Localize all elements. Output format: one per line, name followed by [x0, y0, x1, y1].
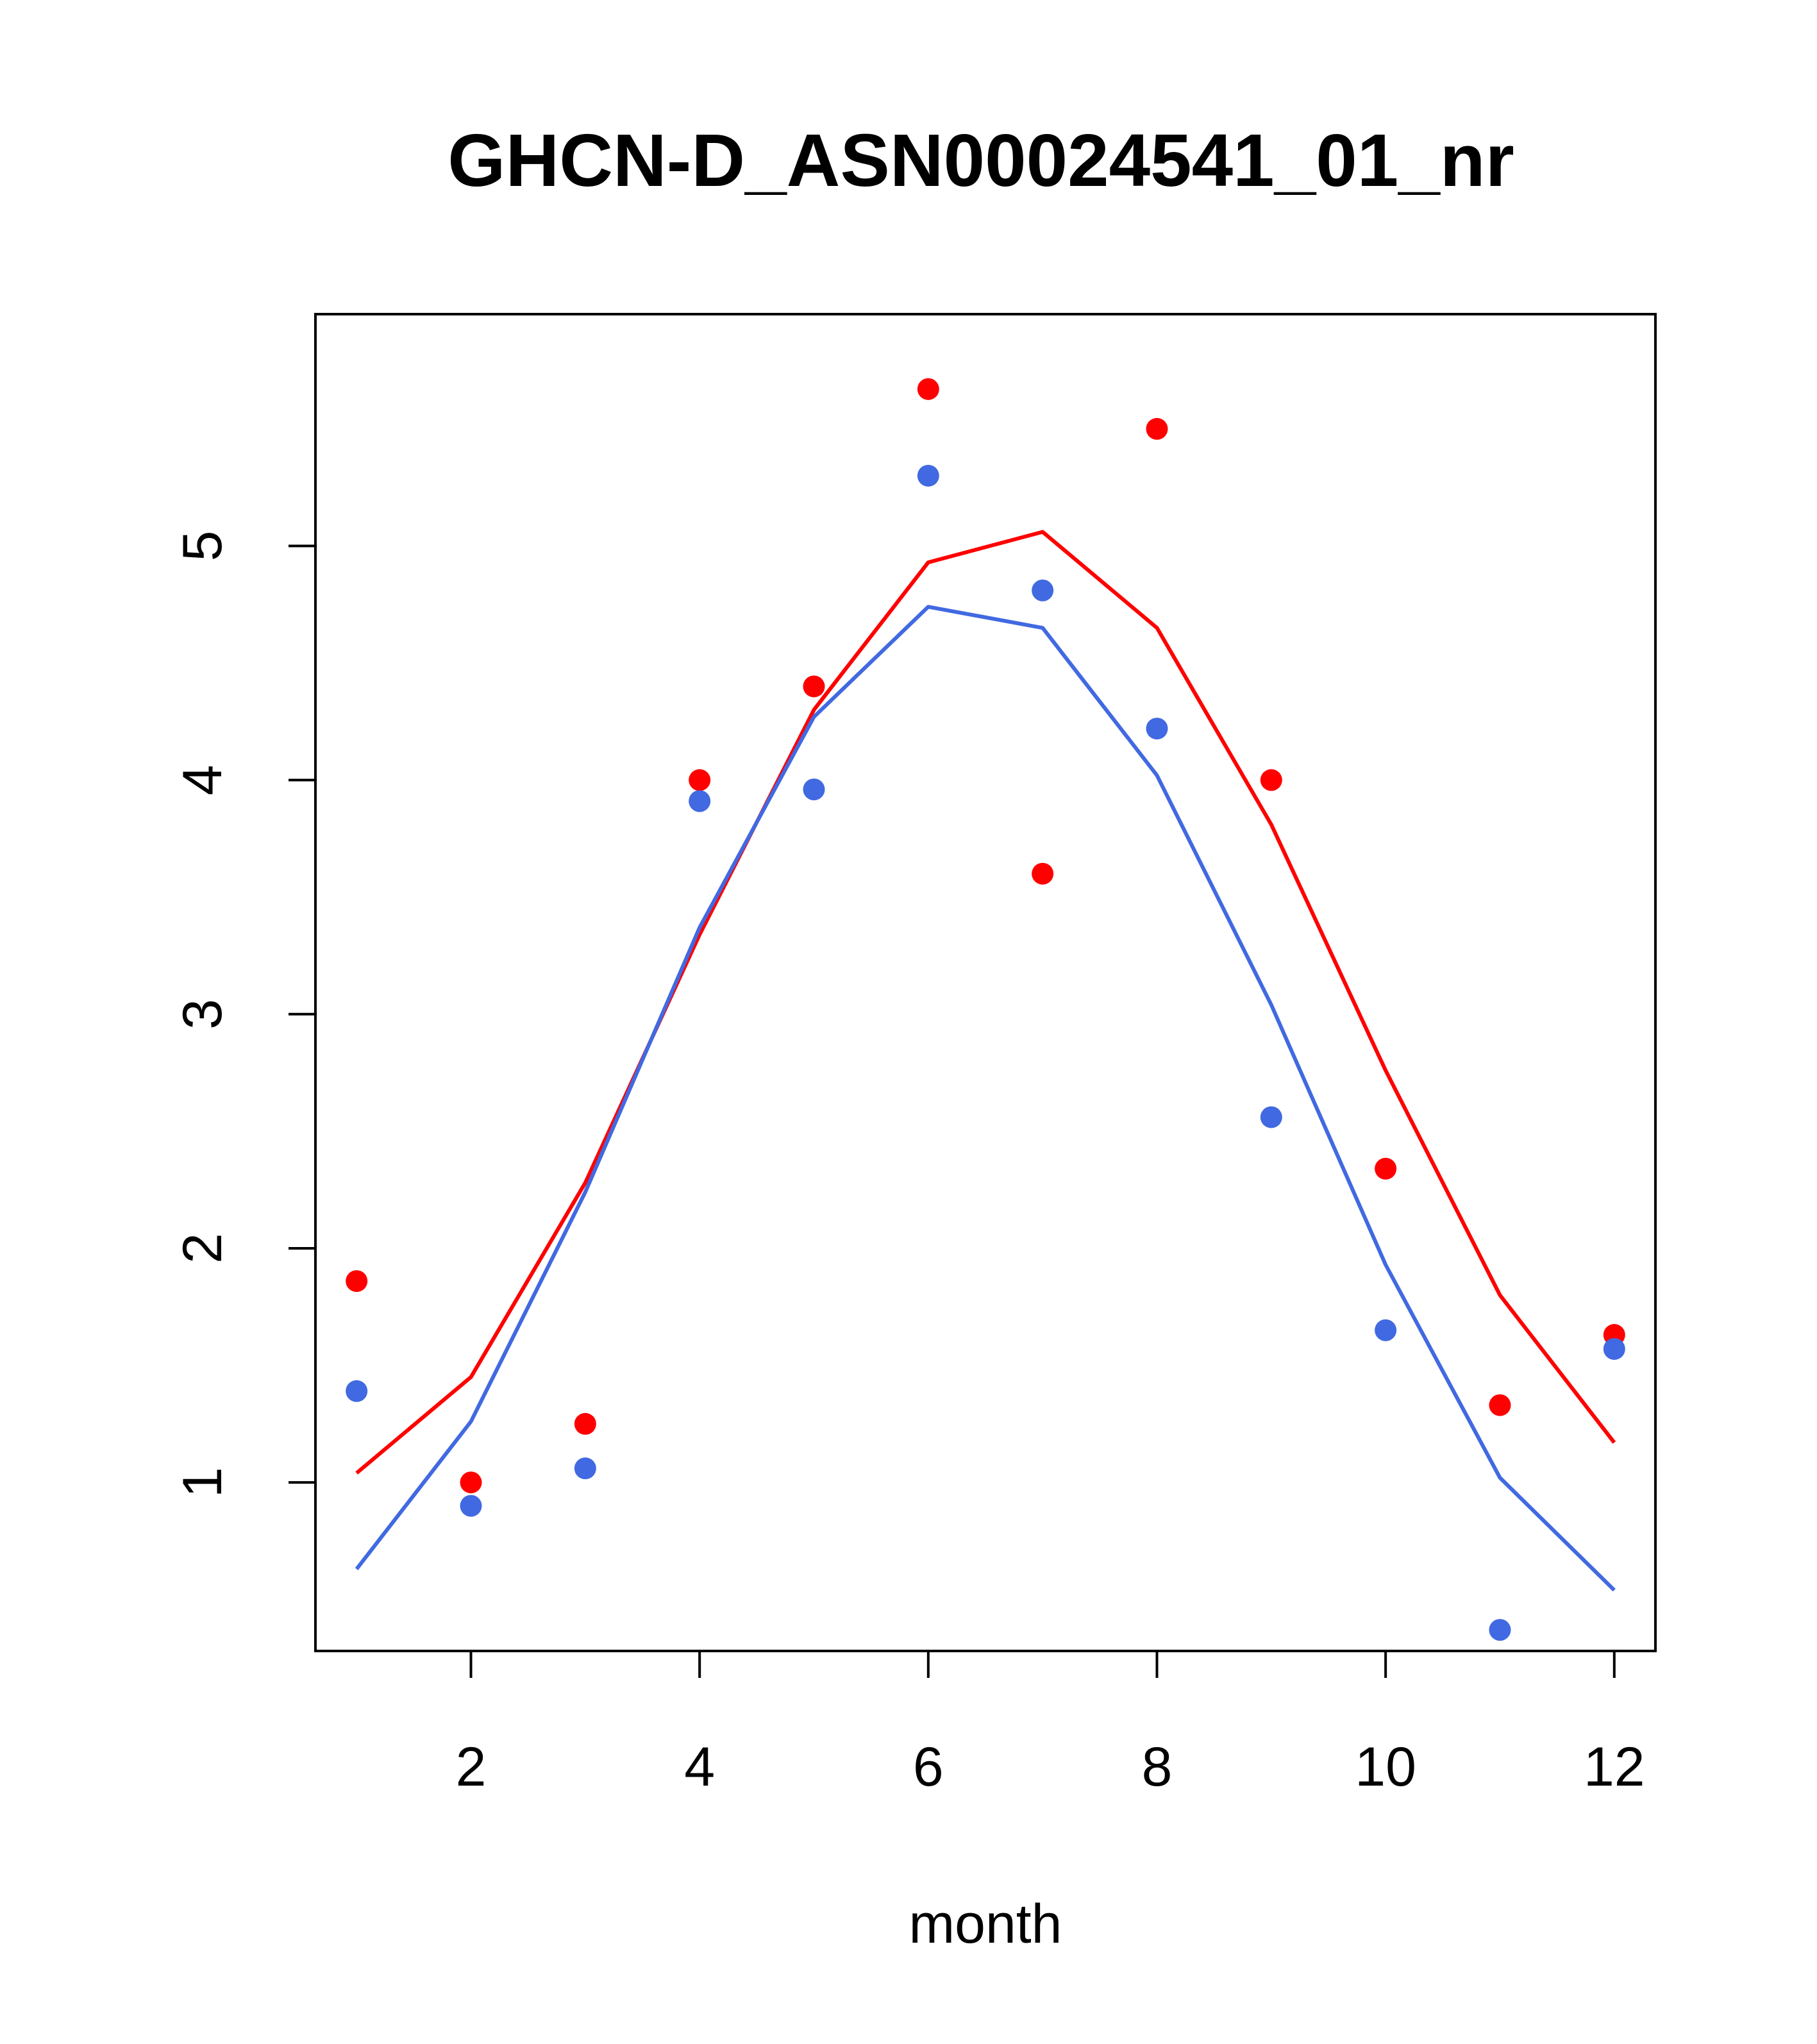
x-tick-label-2: 6	[913, 1736, 944, 1798]
series-1-point-4	[803, 778, 825, 801]
series-0-point-10	[1489, 1394, 1511, 1416]
series-1-point-9	[1375, 1319, 1397, 1341]
y-tick-label-0: 1	[172, 1467, 233, 1498]
series-1-point-2	[574, 1457, 596, 1480]
series-0-point-7	[1146, 417, 1168, 440]
x-axis-label: month	[908, 1893, 1062, 1955]
series-layer	[346, 378, 1625, 1641]
y-tick-label-1: 2	[172, 1233, 233, 1264]
series-0-point-5	[917, 378, 939, 400]
series-1-point-10	[1489, 1619, 1511, 1641]
series-0-point-0	[346, 1270, 368, 1293]
series-0-point-9	[1375, 1157, 1397, 1180]
series-1-point-0	[346, 1380, 368, 1402]
series-line-2	[355, 530, 1616, 1475]
y-axis: 1 2 3 4 5	[172, 531, 315, 1498]
x-axis: 2 4 6 8 10 12	[456, 1651, 1645, 1798]
x-tick-label-3: 8	[1142, 1736, 1173, 1798]
y-tick-label-2: 3	[172, 999, 233, 1030]
y-tick-label-4: 5	[172, 531, 233, 562]
series-1-point-6	[1032, 579, 1054, 601]
series-1-point-8	[1260, 1106, 1282, 1128]
series-1-point-5	[917, 464, 939, 487]
x-tick-label-4: 10	[1355, 1736, 1416, 1798]
series-0-point-1	[460, 1471, 482, 1494]
x-tick-label-0: 2	[456, 1736, 487, 1798]
x-tick-label-1: 4	[684, 1736, 715, 1798]
series-0-point-8	[1260, 769, 1282, 791]
series-1-point-11	[1603, 1337, 1625, 1360]
x-tick-label-5: 12	[1584, 1736, 1645, 1798]
series-0-point-4	[803, 675, 825, 698]
series-0-point-2	[574, 1412, 596, 1435]
plot-frame	[314, 313, 1657, 1652]
series-0-point-3	[689, 769, 711, 791]
y-tick-label-3: 4	[172, 765, 233, 796]
chart-title: GHCN-D_ASN00024541_01_nr	[448, 119, 1514, 202]
series-0-point-6	[1032, 862, 1054, 885]
series-1-point-3	[689, 790, 711, 812]
series-1-point-1	[460, 1495, 482, 1517]
series-1-point-7	[1146, 717, 1168, 740]
series-line-3	[355, 605, 1616, 1592]
